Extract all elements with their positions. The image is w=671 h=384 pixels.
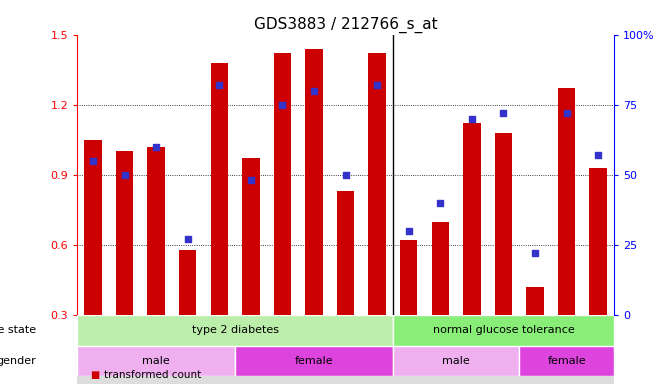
- Point: [183, 236, 193, 242]
- Text: female: female: [548, 356, 586, 366]
- Text: disease state: disease state: [0, 325, 36, 335]
- Point: [592, 152, 603, 158]
- Bar: [77, 315, 393, 346]
- Bar: [393, 346, 519, 376]
- Point: [214, 82, 225, 88]
- Bar: [495, 133, 512, 315]
- Bar: [393, 315, 614, 346]
- Point: [561, 110, 572, 116]
- Point: [372, 82, 382, 88]
- Bar: [337, 191, 354, 315]
- Point: [119, 172, 130, 178]
- Text: ■: ■: [91, 370, 100, 380]
- Title: GDS3883 / 212766_s_at: GDS3883 / 212766_s_at: [254, 17, 437, 33]
- Bar: [590, 168, 607, 315]
- Point: [435, 200, 446, 206]
- Text: type 2 diabetes: type 2 diabetes: [191, 325, 278, 335]
- Bar: [558, 88, 575, 315]
- Bar: [235, 346, 393, 376]
- Point: [309, 88, 319, 94]
- Text: normal glucose tolerance: normal glucose tolerance: [433, 325, 574, 335]
- Bar: [305, 49, 323, 315]
- Point: [529, 250, 540, 257]
- Bar: [116, 151, 134, 315]
- Text: gender: gender: [0, 356, 36, 366]
- Bar: [179, 250, 197, 315]
- Text: female: female: [295, 356, 333, 366]
- Point: [403, 228, 414, 234]
- Bar: [400, 240, 417, 315]
- Point: [277, 102, 288, 108]
- Text: male: male: [142, 356, 170, 366]
- Bar: [85, 140, 101, 315]
- Point: [466, 116, 477, 122]
- Bar: [211, 63, 228, 315]
- Bar: [368, 53, 386, 315]
- Bar: [77, 346, 235, 376]
- Point: [88, 158, 99, 164]
- Text: transformed count: transformed count: [104, 370, 201, 380]
- Bar: [526, 287, 544, 315]
- Bar: [519, 346, 614, 376]
- Text: male: male: [442, 356, 470, 366]
- Bar: [242, 159, 260, 315]
- Point: [246, 177, 256, 184]
- Bar: [148, 147, 165, 315]
- Bar: [431, 222, 449, 315]
- Bar: [463, 123, 480, 315]
- Point: [340, 172, 351, 178]
- Bar: [274, 53, 291, 315]
- Point: [151, 144, 162, 150]
- Point: [498, 110, 509, 116]
